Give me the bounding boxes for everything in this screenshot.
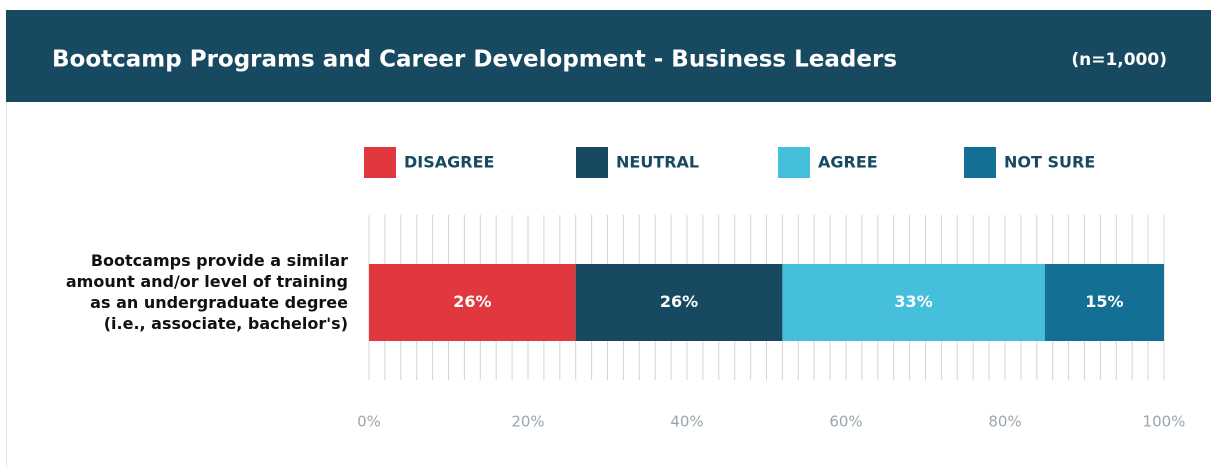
legend-swatch: [364, 147, 396, 178]
data-label: 26%: [660, 292, 698, 311]
chart-title: Bootcamp Programs and Career Development…: [52, 47, 897, 73]
x-tick-label: 100%: [1143, 413, 1186, 431]
x-tick-label: 40%: [670, 413, 703, 431]
header-band: [6, 10, 1211, 102]
x-tick-label: 20%: [511, 413, 544, 431]
legend-label: NEUTRAL: [616, 153, 699, 172]
x-tick-label: 0%: [357, 413, 381, 431]
legend-swatch: [576, 147, 608, 178]
data-label: 15%: [1085, 292, 1123, 311]
legend-swatch: [964, 147, 996, 178]
bar-segment: [575, 264, 783, 341]
legend-label: DISAGREE: [404, 153, 494, 172]
data-label: 26%: [453, 292, 491, 311]
bar-segment: [782, 264, 1045, 341]
category-label: Bootcamps provide a similar amount and/o…: [65, 251, 348, 333]
bar-segment: [1044, 264, 1164, 341]
chart-subtitle: (n=1,000): [1071, 50, 1167, 70]
legend-swatch: [778, 147, 810, 178]
legend-label: AGREE: [818, 153, 878, 172]
data-label: 33%: [894, 292, 932, 311]
bar-segment: [369, 264, 576, 341]
x-tick-label: 60%: [829, 413, 862, 431]
x-tick-label: 80%: [988, 413, 1021, 431]
legend-label: NOT SURE: [1004, 153, 1095, 172]
